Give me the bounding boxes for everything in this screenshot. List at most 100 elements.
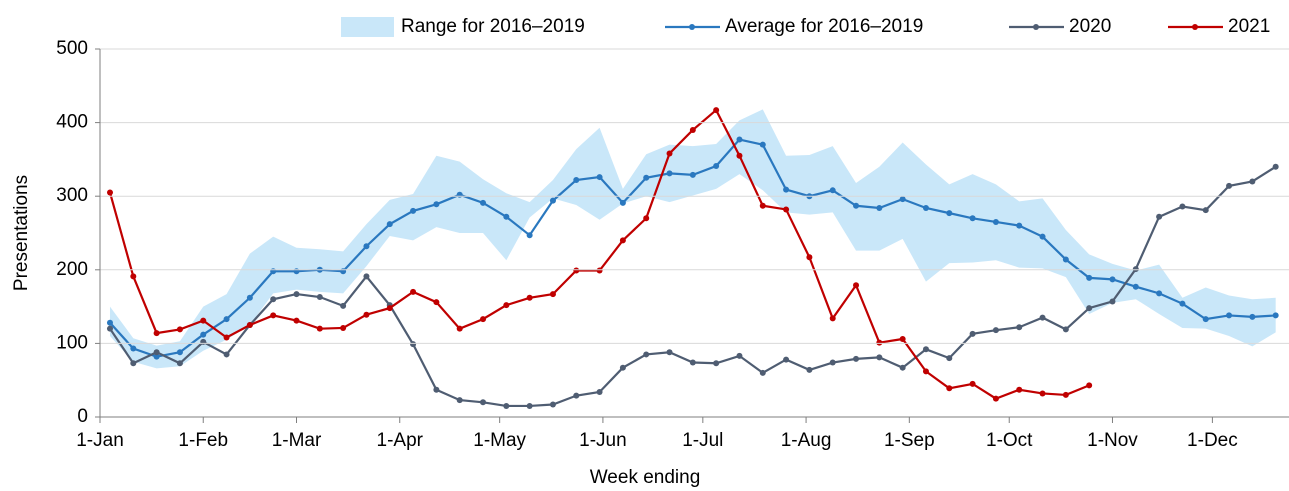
data-point: [549, 197, 556, 204]
data-point: [1202, 207, 1209, 214]
x-tick-label: 1-Apr: [377, 430, 424, 451]
data-point: [1272, 312, 1279, 319]
data-point: [246, 294, 253, 301]
data-point: [223, 351, 230, 358]
data-point: [176, 360, 183, 367]
data-point: [130, 345, 137, 352]
data-point: [899, 196, 906, 203]
data-point: [363, 273, 370, 280]
data-point: [1249, 178, 1256, 185]
data-point: [526, 294, 533, 301]
data-point: [1109, 298, 1116, 305]
data-point: [899, 364, 906, 371]
data-point: [1132, 266, 1139, 273]
data-point: [270, 268, 277, 275]
data-point: [480, 199, 487, 206]
data-point: [200, 338, 207, 345]
data-point: [759, 202, 766, 209]
data-point: [946, 210, 953, 217]
data-point: [573, 267, 580, 274]
data-point: [1039, 233, 1046, 240]
data-point: [876, 339, 883, 346]
data-point: [876, 354, 883, 361]
x-tick-label: 1-May: [473, 430, 526, 451]
data-point: [643, 174, 650, 181]
legend-label: 2021: [1228, 16, 1270, 37]
data-point: [106, 189, 113, 196]
data-point: [1062, 326, 1069, 333]
data-point: [176, 326, 183, 333]
data-point: [829, 187, 836, 194]
data-point: [503, 213, 510, 220]
data-point: [410, 288, 417, 295]
data-point: [200, 331, 207, 338]
x-tick-label: 1-Feb: [178, 430, 228, 451]
plot-area: [106, 107, 1279, 409]
data-point: [223, 334, 230, 341]
data-point: [549, 401, 556, 408]
data-point: [340, 324, 347, 331]
legend-label: 2020: [1069, 16, 1111, 37]
data-point: [340, 268, 347, 275]
legend-label: Average for 2016–2019: [725, 16, 923, 37]
x-tick-label: 1-Jan: [76, 430, 124, 451]
y-tick-label: 0: [77, 406, 88, 427]
data-point: [876, 204, 883, 211]
data-point: [1086, 274, 1093, 281]
data-point: [1039, 314, 1046, 321]
data-point: [596, 174, 603, 181]
data-point: [1109, 276, 1116, 283]
data-point: [526, 402, 533, 409]
data-point: [666, 349, 673, 356]
data-point: [433, 299, 440, 306]
data-point: [922, 204, 929, 211]
data-point: [899, 335, 906, 342]
data-point: [1272, 163, 1279, 170]
data-point: [829, 315, 836, 322]
x-tick-label: 1-Mar: [272, 430, 322, 451]
data-point: [433, 201, 440, 208]
data-point: [153, 353, 160, 360]
data-point: [806, 254, 813, 261]
data-point: [456, 325, 463, 332]
data-point: [689, 126, 696, 133]
data-point: [946, 355, 953, 362]
x-tick-label: 1-Oct: [986, 430, 1033, 451]
data-point: [200, 317, 207, 324]
data-point: [410, 207, 417, 214]
data-point: [363, 311, 370, 318]
data-point: [1086, 382, 1093, 389]
data-point: [689, 171, 696, 178]
x-tick-label: 1-Nov: [1087, 430, 1138, 451]
legend-marker: [1033, 24, 1039, 30]
y-tick-label: 200: [56, 259, 88, 280]
data-point: [853, 282, 860, 289]
data-point: [1062, 391, 1069, 398]
x-axis-title: Week ending: [590, 467, 701, 488]
data-point: [1226, 312, 1233, 319]
data-point: [1016, 386, 1023, 393]
data-point: [1016, 222, 1023, 229]
data-point: [992, 395, 999, 402]
data-point: [363, 243, 370, 250]
data-point: [340, 302, 347, 309]
data-point: [526, 232, 533, 239]
data-point: [456, 191, 463, 198]
data-point: [1179, 300, 1186, 307]
data-point: [853, 355, 860, 362]
data-point: [293, 268, 300, 275]
data-point: [480, 316, 487, 323]
data-point: [783, 356, 790, 363]
legend-marker: [689, 24, 695, 30]
data-point: [783, 186, 790, 193]
data-point: [1062, 256, 1069, 263]
data-point: [713, 107, 720, 114]
data-point: [619, 237, 626, 244]
data-point: [270, 296, 277, 303]
data-point: [130, 360, 137, 367]
data-point: [1226, 182, 1233, 189]
x-tick-label: 1-Dec: [1187, 430, 1238, 451]
data-point: [689, 359, 696, 366]
data-point: [783, 206, 790, 213]
data-point: [456, 397, 463, 404]
